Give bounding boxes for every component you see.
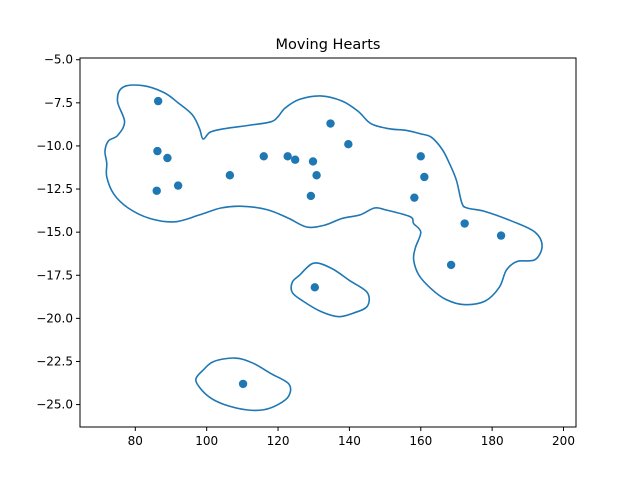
scatter-point <box>496 231 506 240</box>
scatter-point <box>416 152 425 161</box>
scatter-point <box>312 171 321 180</box>
scatter-point <box>283 152 292 161</box>
scatter-points <box>152 96 506 389</box>
scatter-point <box>460 219 469 228</box>
contour-group <box>104 84 543 412</box>
y-tick-label: −15.0 <box>36 225 73 239</box>
y-tick-label: −10.0 <box>36 139 73 153</box>
x-tick-label: 160 <box>409 434 432 448</box>
scatter-point <box>225 171 235 180</box>
scatter-point <box>308 157 318 166</box>
x-tick-label: 120 <box>267 434 290 448</box>
x-axis: 80 100 120 140 160 180 200 <box>128 427 575 448</box>
scatter-point <box>326 119 335 128</box>
scatter-point <box>238 379 248 389</box>
y-tick-label: −17.5 <box>36 268 73 282</box>
scatter-point <box>290 155 300 164</box>
scatter-point <box>153 96 163 106</box>
y-tick-label: −5.0 <box>44 53 73 67</box>
contour-line-2 <box>290 262 371 318</box>
x-tick-label: 200 <box>552 434 575 448</box>
scatter-point <box>344 140 353 149</box>
scatter-point <box>420 172 429 182</box>
y-axis: −5.0 −7.5 −10.0 −12.5 −15.0 −17.5 −20.0 −22.5 −2… <box>36 53 80 412</box>
y-tick-label: −7.5 <box>44 96 73 110</box>
y-tick-label: −12.5 <box>36 182 73 196</box>
x-tick-label: 180 <box>481 434 504 448</box>
axes-frame <box>79 57 577 428</box>
scatter-point <box>163 153 172 163</box>
x-tick-label: 140 <box>338 434 361 448</box>
scatter-point <box>153 146 162 156</box>
scatter-point <box>306 191 316 201</box>
contour-line-1 <box>104 84 543 306</box>
scatter-point <box>446 260 456 270</box>
scatter-point <box>410 193 419 202</box>
y-tick-label: −25.0 <box>36 398 73 412</box>
x-tick-label: 80 <box>128 434 143 448</box>
chart-title: Moving Hearts <box>276 37 381 53</box>
y-tick-label: −22.5 <box>36 354 73 368</box>
scatter-point <box>259 152 268 161</box>
scatter-point <box>310 283 319 292</box>
x-tick-label: 100 <box>195 434 218 448</box>
scatter-point <box>173 181 183 190</box>
y-tick-label: −20.0 <box>36 311 73 325</box>
scatter-point <box>152 186 161 195</box>
contour-line-3 <box>195 357 292 412</box>
